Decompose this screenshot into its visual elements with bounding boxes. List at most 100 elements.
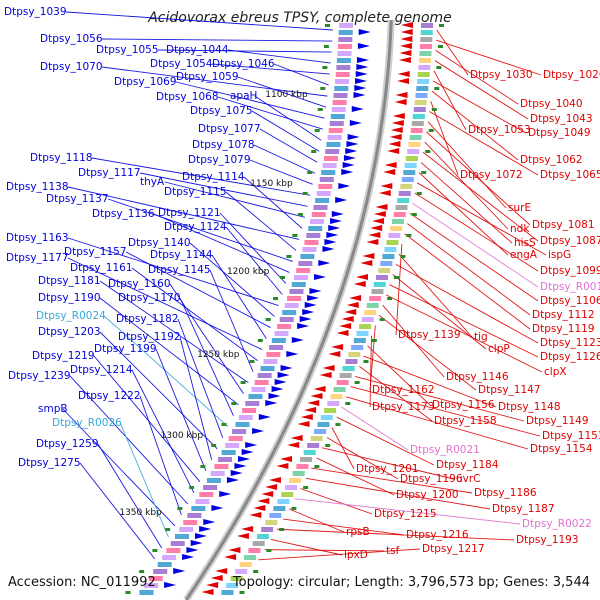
reverse-gene-arrow xyxy=(319,372,332,378)
forward-gene-arrow xyxy=(291,337,304,343)
cog-block xyxy=(269,345,284,350)
scale-label: 1350 kbp xyxy=(119,508,162,518)
forward-gene-arrow xyxy=(271,386,284,392)
cog-block xyxy=(232,429,247,434)
cog-block xyxy=(248,548,261,553)
reverse-gene-arrow xyxy=(397,71,410,77)
feature-tick xyxy=(307,171,313,174)
right-gene-label: Dtpsy_1147 xyxy=(478,384,541,396)
forward-gene-arrow xyxy=(297,323,310,329)
reverse-gene-arrow xyxy=(394,99,407,105)
forward-gene-arrow xyxy=(355,78,368,84)
cog-block xyxy=(225,443,240,448)
cog-block xyxy=(226,583,239,588)
reverse-gene-arrow xyxy=(206,582,219,588)
cog-block xyxy=(410,128,423,133)
right-connector-line xyxy=(416,182,547,256)
reverse-gene-arrow xyxy=(313,386,326,392)
cog-block xyxy=(366,303,379,308)
reverse-gene-arrow xyxy=(395,92,408,98)
right-gene-label: Dtpsy_1196 xyxy=(400,473,463,485)
right-connector-line xyxy=(331,427,355,470)
cog-block xyxy=(287,296,302,301)
feature-tick xyxy=(286,255,292,258)
cog-block xyxy=(139,590,154,595)
left-connector-line xyxy=(225,226,283,295)
cog-block xyxy=(393,212,406,217)
cog-block xyxy=(400,184,413,189)
forward-gene-arrow xyxy=(318,260,331,266)
left-connector-line xyxy=(107,198,293,262)
forward-gene-arrow xyxy=(258,414,271,420)
right-gene-label: Dtpsy_1162 xyxy=(372,384,435,396)
cog-block xyxy=(407,149,420,154)
feature-tick xyxy=(371,339,377,342)
right-connector-line xyxy=(258,548,421,561)
cog-block xyxy=(408,142,421,147)
forward-gene-arrow xyxy=(182,554,195,560)
right-connector-line xyxy=(345,396,529,450)
right-gene-label: Dtpsy_1193 xyxy=(516,534,579,546)
right-connector-line xyxy=(341,406,409,451)
cog-block xyxy=(214,464,229,469)
right-connector-line xyxy=(409,213,539,302)
right-connector-line xyxy=(350,386,541,437)
feature-tick xyxy=(253,570,259,573)
forward-gene-arrow xyxy=(173,568,186,574)
left-gene-label: Dtpsy_1114 xyxy=(182,171,245,183)
forward-gene-arrow xyxy=(338,183,351,189)
right-gene-label: Dtpsy_1200 xyxy=(396,489,459,501)
cog-block xyxy=(373,282,386,287)
left-gene-label: Dtpsy_1190 xyxy=(38,292,101,304)
scale-labels: 1100 kbp 1150 kbp 1200 kbp 1250 kbp 1300 kbp… xyxy=(119,90,308,518)
cog-block xyxy=(405,156,418,161)
cog-block xyxy=(336,58,351,63)
feature-tick xyxy=(266,549,272,552)
cog-block xyxy=(273,506,286,511)
left-gene-label: thyA xyxy=(140,176,165,188)
left-gene-label: Dtpsy_1078 xyxy=(192,139,255,151)
right-connector-line xyxy=(270,538,343,556)
cog-block xyxy=(318,184,333,189)
left-connector-line xyxy=(103,315,229,428)
forward-gene-arrow xyxy=(274,379,287,385)
right-connector-line xyxy=(404,233,531,330)
cog-block xyxy=(293,275,308,280)
feature-tick xyxy=(152,549,158,552)
right-connector-line xyxy=(367,345,431,406)
right-gene-label: Dtpsy_1040 xyxy=(520,98,583,110)
reverse-gene-arrow xyxy=(391,120,404,126)
right-gene-label: tsf xyxy=(386,545,400,557)
right-gene-label: tig xyxy=(474,331,488,343)
forward-gene-arrow xyxy=(313,274,326,280)
reverse-gene-arrow xyxy=(300,414,313,420)
cog-block xyxy=(397,198,410,203)
cog-block xyxy=(230,576,243,581)
cog-block xyxy=(306,233,321,238)
forward-gene-arrow xyxy=(331,211,344,217)
forward-gene-arrow xyxy=(211,505,224,511)
right-gene-label: Dtpsy_R0014 xyxy=(540,281,600,293)
feature-tick xyxy=(325,24,330,27)
right-gene-label: Dtpsy_1049 xyxy=(528,127,591,139)
left-connector-line xyxy=(177,318,224,438)
right-connector-line xyxy=(294,498,521,525)
right-gene-label: Dtpsy_1217 xyxy=(422,543,485,555)
right-gene-label: clpX xyxy=(544,366,567,378)
left-gene-label: Dtpsy_1181 xyxy=(38,275,101,287)
reverse-gene-arrow xyxy=(398,57,411,63)
backbone-line xyxy=(184,19,393,600)
left-gene-label: Dtpsy_1056 xyxy=(40,33,103,45)
right-connector-line xyxy=(311,467,473,494)
cog-block xyxy=(329,121,344,126)
feature-tick xyxy=(239,591,245,594)
cog-block xyxy=(420,30,433,35)
forward-gene-arrow xyxy=(358,29,371,35)
forward-gene-arrow xyxy=(355,71,368,77)
right-gene-label: Dtpsy_R0022 xyxy=(522,518,592,530)
left-connector-line xyxy=(101,38,333,42)
right-gene-label: Dtpsy_1072 xyxy=(460,169,523,181)
left-gene-label: Dtpsy_1046 xyxy=(212,58,275,70)
cog-block xyxy=(414,100,427,105)
cog-block xyxy=(335,79,350,84)
